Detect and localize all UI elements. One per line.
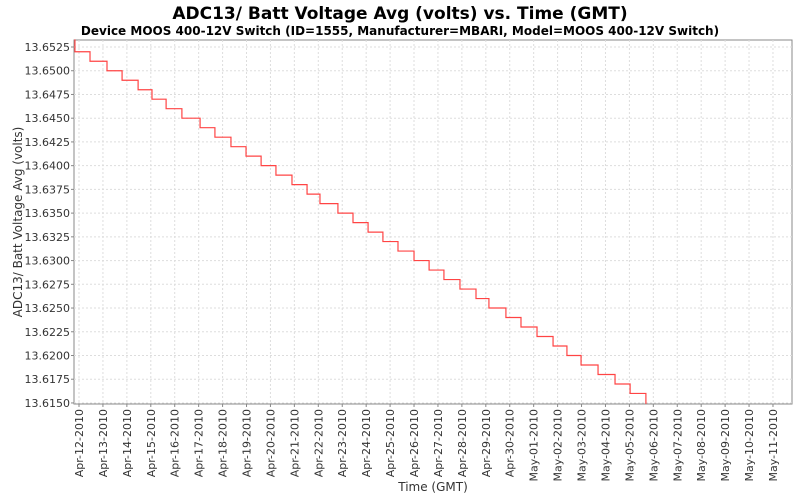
x-tick-label: May-04-2010: [599, 409, 612, 481]
y-tick-label: 13.6475: [25, 88, 71, 101]
y-tick-label: 13.6450: [25, 112, 71, 125]
y-tick-label: 13.6425: [25, 136, 71, 149]
y-tick-label: 13.6300: [25, 255, 71, 268]
x-tick-label: May-05-2010: [623, 409, 636, 481]
x-tick-label: Apr-15-2010: [145, 409, 158, 477]
x-tick-label: Apr-13-2010: [97, 409, 110, 477]
y-tick-label: 13.6500: [25, 65, 71, 78]
chart-title: ADC13/ Batt Voltage Avg (volts) vs. Time…: [172, 4, 627, 24]
y-tick-label: 13.6325: [25, 231, 71, 244]
x-tick-label: Apr-29-2010: [480, 409, 493, 477]
x-tick-label: Apr-23-2010: [336, 409, 349, 477]
x-tick-label: Apr-12-2010: [73, 409, 86, 477]
y-tick-label: 13.6400: [25, 160, 71, 173]
x-tick-label: Apr-26-2010: [408, 409, 421, 477]
x-tick-label: May-09-2010: [719, 409, 732, 481]
x-tick-label: Apr-20-2010: [264, 409, 277, 477]
x-tick-label: Apr-25-2010: [384, 409, 397, 477]
y-tick-label: 13.6150: [25, 397, 71, 410]
x-tick-label: Apr-24-2010: [360, 409, 373, 477]
x-axis: Apr-12-2010 Apr-13-2010 Apr-14-2010 Apr-15-…: [73, 404, 780, 481]
x-axis-label: Time (GMT): [397, 480, 468, 494]
y-tick-label: 13.6525: [25, 41, 71, 54]
x-tick-label: May-10-2010: [743, 409, 756, 481]
x-tick-label: Apr-28-2010: [456, 409, 469, 477]
y-tick-label: 13.6200: [25, 349, 71, 362]
x-tick-label: May-07-2010: [671, 409, 684, 481]
grid: [74, 40, 792, 404]
x-tick-label: May-01-2010: [528, 409, 541, 481]
y-tick-label: 13.6375: [25, 183, 71, 196]
x-tick-label: May-03-2010: [576, 409, 589, 481]
x-tick-label: Apr-19-2010: [241, 409, 254, 477]
y-tick-label: 13.6275: [25, 278, 71, 291]
x-tick-label: Apr-16-2010: [169, 409, 182, 477]
x-tick-label: Apr-14-2010: [121, 409, 134, 477]
x-tick-label: Apr-30-2010: [504, 409, 517, 477]
y-tick-label: 13.6250: [25, 302, 71, 315]
y-tick-label: 13.6350: [25, 207, 71, 220]
y-tick-label: 13.6225: [25, 326, 71, 339]
plot-area: [73, 39, 793, 405]
x-tick-label: Apr-18-2010: [217, 409, 230, 477]
x-tick-label: Apr-27-2010: [432, 409, 445, 477]
y-axis-label: ADC13/ Batt Voltage Avg (volts): [11, 127, 25, 318]
series-group: [74, 39, 647, 404]
x-tick-label: Apr-17-2010: [193, 409, 206, 477]
chart-subtitle: Device MOOS 400-12V Switch (ID=1555, Man…: [81, 24, 719, 38]
x-tick-label: May-08-2010: [695, 409, 708, 481]
y-axis: 13.6525 13.6500 13.6475 13.6450 13.6425 13.64…: [25, 41, 74, 410]
x-tick-label: May-02-2010: [552, 409, 565, 481]
x-tick-label: May-06-2010: [647, 409, 660, 481]
y-tick-label: 13.6175: [25, 373, 71, 386]
x-tick-label: Apr-21-2010: [288, 409, 301, 477]
x-tick-label: May-11-2010: [767, 409, 780, 481]
x-tick-label: Apr-22-2010: [312, 409, 325, 477]
